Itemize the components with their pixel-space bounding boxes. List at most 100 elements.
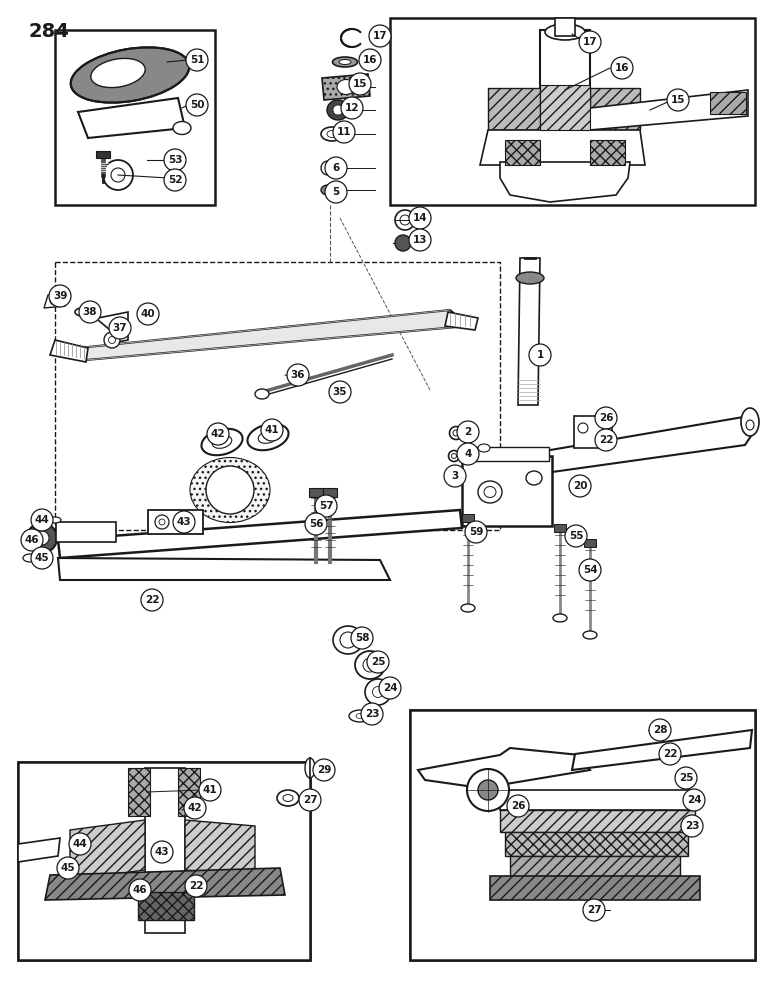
Text: 38: 38 — [83, 307, 98, 317]
Bar — [128, 768, 150, 816]
Circle shape — [457, 421, 479, 443]
Text: 16: 16 — [363, 55, 378, 65]
Polygon shape — [500, 790, 695, 810]
Polygon shape — [58, 558, 390, 580]
Text: 16: 16 — [615, 63, 629, 73]
Ellipse shape — [321, 185, 335, 195]
Ellipse shape — [212, 436, 232, 448]
Text: 22: 22 — [599, 435, 613, 445]
Text: 54: 54 — [583, 565, 597, 575]
Polygon shape — [510, 856, 680, 878]
Circle shape — [129, 879, 151, 901]
Ellipse shape — [461, 604, 475, 612]
Polygon shape — [490, 876, 700, 900]
Text: 42: 42 — [188, 803, 202, 813]
Circle shape — [409, 207, 431, 229]
Polygon shape — [18, 838, 60, 862]
Circle shape — [579, 559, 601, 581]
Polygon shape — [418, 748, 590, 790]
Ellipse shape — [746, 420, 754, 430]
Circle shape — [667, 89, 689, 111]
Text: 43: 43 — [177, 517, 191, 527]
Polygon shape — [45, 868, 285, 900]
Ellipse shape — [283, 794, 293, 802]
Text: 25: 25 — [679, 773, 693, 783]
Text: 59: 59 — [469, 527, 483, 537]
Polygon shape — [44, 290, 68, 308]
Bar — [323, 488, 337, 497]
Ellipse shape — [173, 121, 191, 134]
Bar — [55, 30, 215, 205]
Bar — [574, 416, 612, 448]
Bar — [350, 28, 368, 48]
Ellipse shape — [578, 423, 588, 433]
Circle shape — [457, 443, 479, 465]
Polygon shape — [50, 340, 88, 362]
Ellipse shape — [144, 312, 152, 320]
Ellipse shape — [75, 308, 89, 316]
Ellipse shape — [333, 626, 363, 654]
Text: 42: 42 — [211, 429, 225, 439]
Bar — [18, 762, 310, 960]
Circle shape — [349, 73, 371, 95]
Text: 28: 28 — [653, 725, 667, 735]
Ellipse shape — [363, 658, 377, 672]
Text: 29: 29 — [317, 765, 332, 775]
Text: 22: 22 — [145, 595, 159, 605]
Circle shape — [261, 419, 283, 441]
Ellipse shape — [373, 686, 384, 698]
Text: 27: 27 — [303, 795, 317, 805]
Text: 11: 11 — [337, 127, 351, 137]
Text: 13: 13 — [413, 235, 427, 245]
Circle shape — [583, 899, 605, 921]
Circle shape — [49, 285, 71, 307]
Polygon shape — [488, 415, 755, 480]
Circle shape — [595, 429, 617, 451]
Bar — [96, 151, 110, 158]
Bar — [56, 522, 116, 542]
Ellipse shape — [332, 57, 357, 67]
Ellipse shape — [452, 454, 456, 458]
Text: 12: 12 — [345, 103, 360, 113]
Polygon shape — [500, 162, 630, 202]
Text: 14: 14 — [413, 213, 427, 223]
Ellipse shape — [247, 424, 289, 450]
Ellipse shape — [277, 790, 299, 806]
Circle shape — [409, 229, 431, 251]
Ellipse shape — [108, 336, 115, 344]
Ellipse shape — [111, 168, 125, 182]
Circle shape — [199, 779, 221, 801]
Ellipse shape — [453, 430, 459, 436]
Circle shape — [569, 475, 591, 497]
Text: 36: 36 — [291, 370, 305, 380]
Polygon shape — [322, 74, 370, 100]
Bar — [18, 762, 310, 960]
Ellipse shape — [206, 466, 254, 514]
Ellipse shape — [321, 127, 343, 141]
Ellipse shape — [526, 471, 542, 485]
Text: 2: 2 — [464, 427, 472, 437]
Text: 52: 52 — [168, 175, 183, 185]
Text: 26: 26 — [511, 801, 525, 811]
Circle shape — [186, 94, 208, 116]
Polygon shape — [58, 510, 462, 558]
Text: 25: 25 — [370, 657, 385, 667]
Circle shape — [305, 513, 327, 535]
Text: 50: 50 — [190, 100, 204, 110]
Ellipse shape — [201, 429, 243, 455]
Ellipse shape — [449, 426, 463, 440]
Text: 22: 22 — [189, 881, 204, 891]
Circle shape — [207, 423, 229, 445]
Ellipse shape — [190, 458, 270, 522]
Text: 26: 26 — [599, 413, 613, 423]
Text: 44: 44 — [73, 839, 87, 849]
Ellipse shape — [349, 710, 371, 722]
Text: 37: 37 — [112, 323, 127, 333]
Text: 45: 45 — [34, 553, 49, 563]
Bar — [410, 710, 755, 960]
Circle shape — [57, 857, 79, 879]
Ellipse shape — [104, 332, 120, 348]
Ellipse shape — [71, 47, 190, 103]
Text: 17: 17 — [583, 37, 597, 47]
Ellipse shape — [23, 554, 37, 562]
